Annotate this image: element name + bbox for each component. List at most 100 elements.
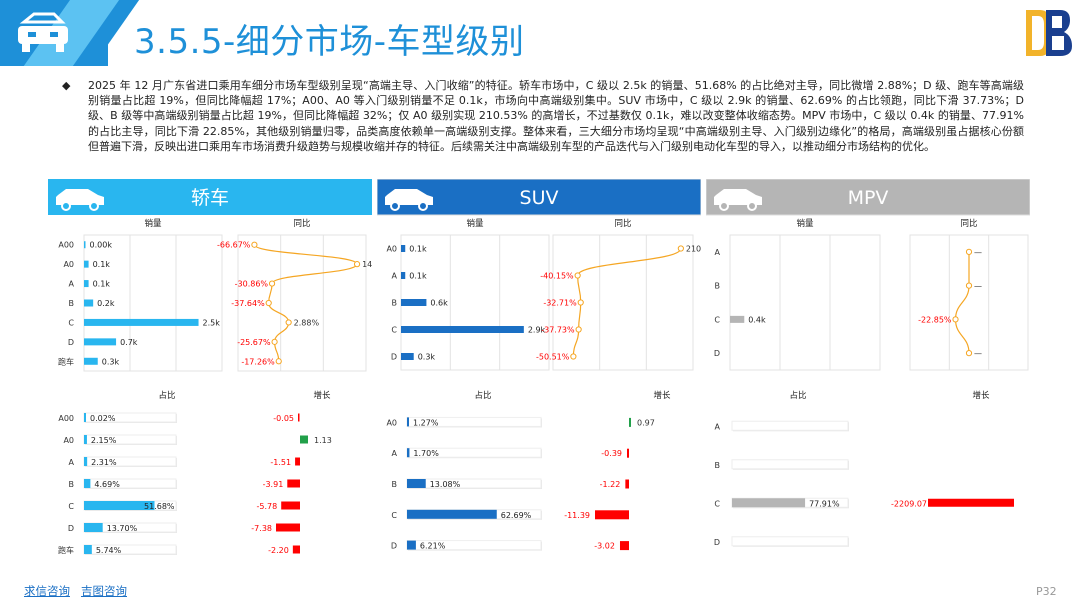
car-icon <box>18 12 68 52</box>
share-header: 占比 <box>158 390 175 401</box>
sales-value-label: 2.9k <box>528 326 546 335</box>
yoy-value-label: -25.67% <box>237 338 271 347</box>
growth-value-label: 0.97 <box>637 418 655 427</box>
yoy-grid-frame <box>237 234 367 372</box>
growth-bar <box>627 448 629 458</box>
yoy-point <box>570 353 577 360</box>
sales-category-label: A <box>392 272 398 281</box>
sales-bar <box>84 260 89 268</box>
share-bar <box>84 479 91 488</box>
sales-value-label: 0.2k <box>97 299 115 308</box>
sales-bar <box>84 357 98 365</box>
sales-category-label: D <box>68 338 74 347</box>
share-value-label: 13.70% <box>107 524 138 533</box>
panel-title: SUV <box>520 187 559 209</box>
db-logo-icon <box>1026 10 1072 56</box>
share-track <box>731 459 849 470</box>
sales-value-label: 2.5k <box>203 318 221 327</box>
yoy-value-label: -37.73% <box>541 326 575 335</box>
yoy-point <box>353 261 361 268</box>
yoy-value-label: -40.15% <box>540 272 574 281</box>
sales-value-label: 0.00k <box>90 241 113 250</box>
share-value-label: 77.91% <box>809 499 840 508</box>
yoy-value-label: -66.67% <box>217 241 251 250</box>
sales-header: 销量 <box>144 218 162 229</box>
footer-link-jitu[interactable]: 吉图咨询 <box>81 584 127 598</box>
sales-bar <box>401 326 524 333</box>
growth-value-label: -5.78 <box>257 502 278 511</box>
share-category-label: A <box>715 422 721 431</box>
share-bar <box>407 540 416 550</box>
sales-category-label: B <box>69 299 75 308</box>
share-value-label: 5.74% <box>96 546 122 555</box>
panel-title: 轿车 <box>191 187 229 209</box>
share-bar <box>407 479 426 488</box>
yoy-point <box>965 282 973 289</box>
yoy-point <box>285 319 292 326</box>
growth-value-label: -3.02 <box>594 542 615 551</box>
growth-bar <box>292 545 300 554</box>
yoy-grid-frame <box>552 234 694 371</box>
page-title: 3.5.5-细分市场-车型级别 <box>134 22 525 62</box>
sales-value-label: 0.3k <box>102 357 120 366</box>
yoy-point <box>271 338 278 345</box>
yoy-line <box>572 248 682 357</box>
share-category-label: A0 <box>63 436 74 445</box>
share-bar <box>407 509 497 519</box>
growth-value-label: -1.22 <box>600 480 621 489</box>
share-value-label: 62.69% <box>501 511 532 520</box>
growth-bar <box>298 413 300 422</box>
share-bar <box>84 435 87 444</box>
sales-bar <box>401 245 406 252</box>
summary-paragraph: 2025 年 12 月广东省进口乘用车细分市场车型级别呈现“高端主导、入门收缩”… <box>88 79 1024 153</box>
suv-icon <box>385 189 433 211</box>
share-category-label: 跑车 <box>58 545 74 555</box>
sales-category-label: A0 <box>63 260 74 269</box>
yoy-value-label: -30.86% <box>235 280 269 289</box>
sales-category-label: D <box>391 353 397 362</box>
growth-bar <box>287 479 300 488</box>
share-category-label: B <box>392 480 398 489</box>
yoy-value-label: — <box>974 282 982 291</box>
share-value-label: 0.02% <box>90 414 116 423</box>
share-category-label: A <box>392 449 398 458</box>
share-bar <box>407 448 410 458</box>
sales-bar <box>730 315 745 323</box>
sedan-icon <box>56 189 104 211</box>
growth-bar <box>625 479 629 489</box>
sales-value-label: 0.1k <box>93 280 111 289</box>
share-value-label: 2.15% <box>91 436 117 445</box>
growth-value-label: 1.13 <box>314 436 332 445</box>
panel-title: MPV <box>848 187 889 209</box>
footer-link-qiuxin[interactable]: 求信咨询 <box>24 584 70 598</box>
yoy-value-label: 141.86% <box>362 260 372 269</box>
share-category-label: C <box>68 502 74 511</box>
share-category-label: B <box>69 480 75 489</box>
yoy-value-label: — <box>974 248 982 257</box>
share-track <box>731 420 849 431</box>
sales-bar <box>84 280 89 288</box>
yoy-value-label: -32.71% <box>543 299 577 308</box>
share-bar <box>732 498 806 508</box>
panel-mpv: MPV 销量 同比 占比 增长 A B C 0.4k D — — -22.85% — A B C 77.91% D -… <box>706 179 1030 574</box>
yoy-point <box>965 350 973 357</box>
yoy-value-label: 2.88% <box>294 318 320 327</box>
growth-bar <box>619 541 629 551</box>
growth-bar <box>276 523 300 532</box>
growth-value-label: -0.39 <box>601 449 622 458</box>
sales-value-label: 0.6k <box>430 299 448 308</box>
share-category-label: A00 <box>58 414 74 423</box>
growth-header: 增长 <box>313 390 331 401</box>
growth-value-label: -2209.07 <box>891 499 927 508</box>
sales-category-label: A00 <box>58 241 74 250</box>
panel-banner-border <box>706 179 1030 216</box>
share-header: 占比 <box>474 390 491 401</box>
yoy-point <box>677 245 684 252</box>
sales-bar <box>401 272 406 279</box>
growth-header: 增长 <box>972 390 990 401</box>
sales-value-label: 0.7k <box>120 338 138 347</box>
yoy-point <box>251 241 258 248</box>
yoy-value-label: -37.64% <box>231 299 265 308</box>
